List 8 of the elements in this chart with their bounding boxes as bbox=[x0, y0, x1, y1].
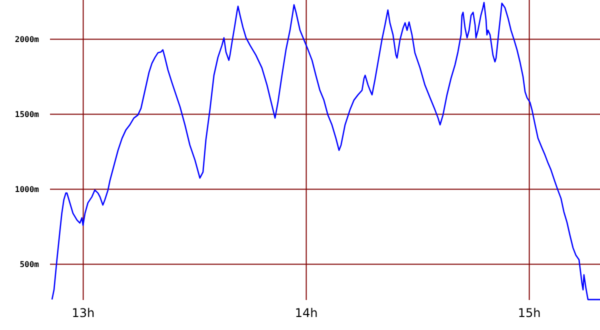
y-tick-label: 1000m bbox=[14, 185, 40, 194]
x-tick-label: 13h bbox=[72, 306, 95, 320]
x-tick-label: 14h bbox=[294, 306, 318, 320]
y-tick-label: 2000m bbox=[14, 35, 40, 44]
line-series bbox=[51, 2, 600, 300]
x-tick-label: 15h bbox=[518, 306, 541, 320]
y-tick-label: 1500m bbox=[14, 110, 40, 120]
y-tick-label: 500m bbox=[20, 260, 40, 270]
